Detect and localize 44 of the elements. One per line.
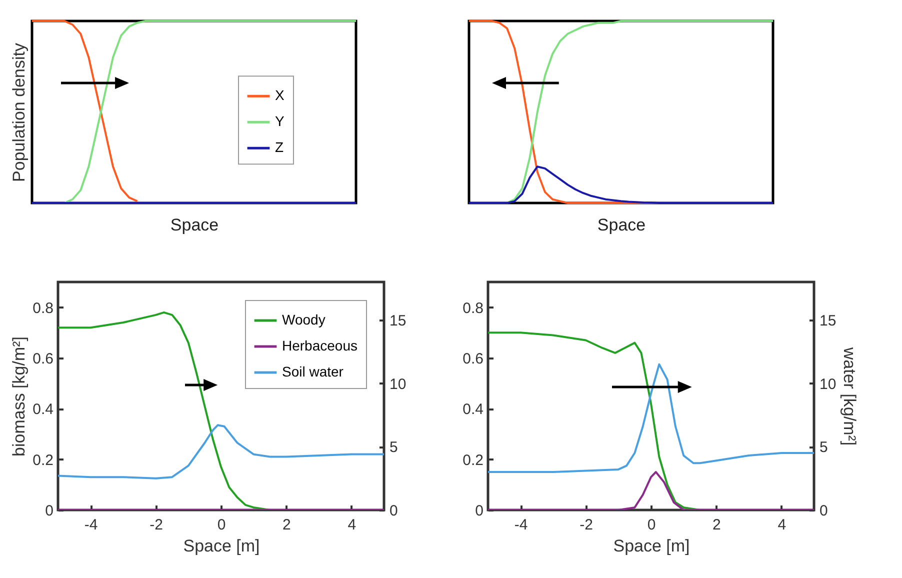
y-axis-title: biomass [kg/m²] [10,336,29,456]
x-tick-label: -2 [150,516,163,534]
legend-label: Woody [282,312,326,328]
x-axis-title: Space [170,216,219,234]
y2-tick-label: 0 [820,502,828,520]
y2-tick-label: 15 [390,312,406,330]
legend-label: Herbaceous [282,338,358,354]
y2-tick-label: 5 [390,439,398,456]
x-tick-label: 2 [282,516,291,534]
line-series [488,363,814,473]
y-tick-label: 0.6 [462,350,484,368]
legend-label: Y [275,113,285,130]
y2-tick-label: 15 [820,312,836,330]
y2-axis-title: water [kg/m²] [840,346,860,446]
x-tick-label: 4 [348,516,356,534]
y2-tick-label: 10 [390,376,406,393]
y-tick-label: 0.8 [462,300,484,317]
x-tick-label: -4 [514,516,528,534]
x-axis-title: Space [597,216,646,234]
legend-label: X [275,87,285,104]
line-series [58,424,384,480]
y-tick-label: 0.4 [32,401,54,418]
y2-tick-label: 10 [820,376,836,393]
legend-label: Z [275,139,284,156]
y2-tick-label: 5 [820,439,828,456]
y-tick-label: 0.4 [462,401,484,418]
y-tick-label: 0.2 [32,452,54,469]
y-tick-label: 0.2 [462,452,484,469]
x-tick-label: 0 [217,516,226,534]
y-tick-label: 0.8 [32,300,54,317]
x-tick-label: -4 [84,516,98,534]
x-tick-label: 0 [647,516,656,534]
y-tick-label: 0.6 [32,350,54,368]
x-axis-title: Space [m] [613,536,690,556]
line-series [488,471,814,510]
y-tick-label: 0 [475,502,484,520]
x-tick-label: -2 [580,516,593,534]
x-tick-label: 2 [712,516,721,534]
legend-label: Soil water [282,364,344,380]
y2-tick-label: 0 [390,502,398,520]
y-axis-title: Population density [10,42,28,182]
x-axis-title: Space [m] [183,536,260,556]
x-tick-label: 4 [778,516,786,534]
y-tick-label: 0 [45,502,54,520]
